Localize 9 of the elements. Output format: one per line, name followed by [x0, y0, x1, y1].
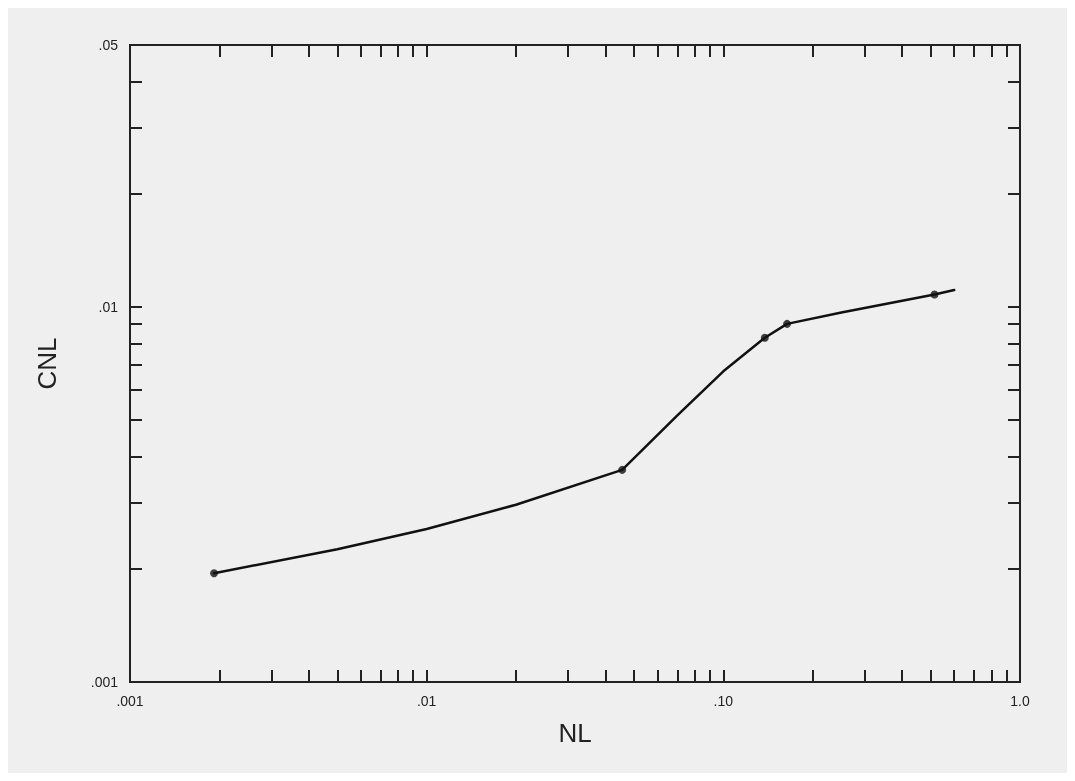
x-tick-label: .01	[416, 693, 437, 709]
y-axis-title: CNL	[32, 337, 62, 390]
y-tick-label: .001	[90, 674, 119, 690]
x-tick-label: 1.0	[1010, 693, 1030, 709]
x-tick-label: .001	[116, 693, 144, 709]
y-tick-label: .05	[98, 37, 119, 53]
y-tick-label: .01	[98, 299, 119, 316]
x-axis-title: NL	[558, 718, 592, 748]
x-tick-label: .10	[713, 693, 734, 709]
